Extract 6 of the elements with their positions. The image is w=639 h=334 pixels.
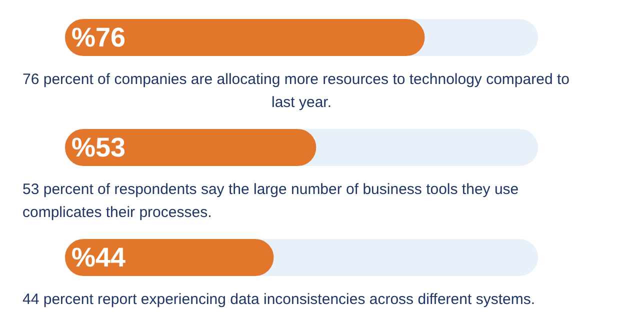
data-label: %76 [72, 22, 126, 52]
annotation: 44 percent report experiencing data inconsistencies across different systems. [22, 291, 535, 308]
annotation: 53 percent of respondents say the large number of business tools they use complicates their processes. [22, 181, 519, 221]
data-label: %44 [72, 242, 126, 272]
annotation: 76 percent of companies are allocating more resources to technology compared to last year. [22, 71, 570, 111]
data-label: %53 [72, 132, 126, 162]
